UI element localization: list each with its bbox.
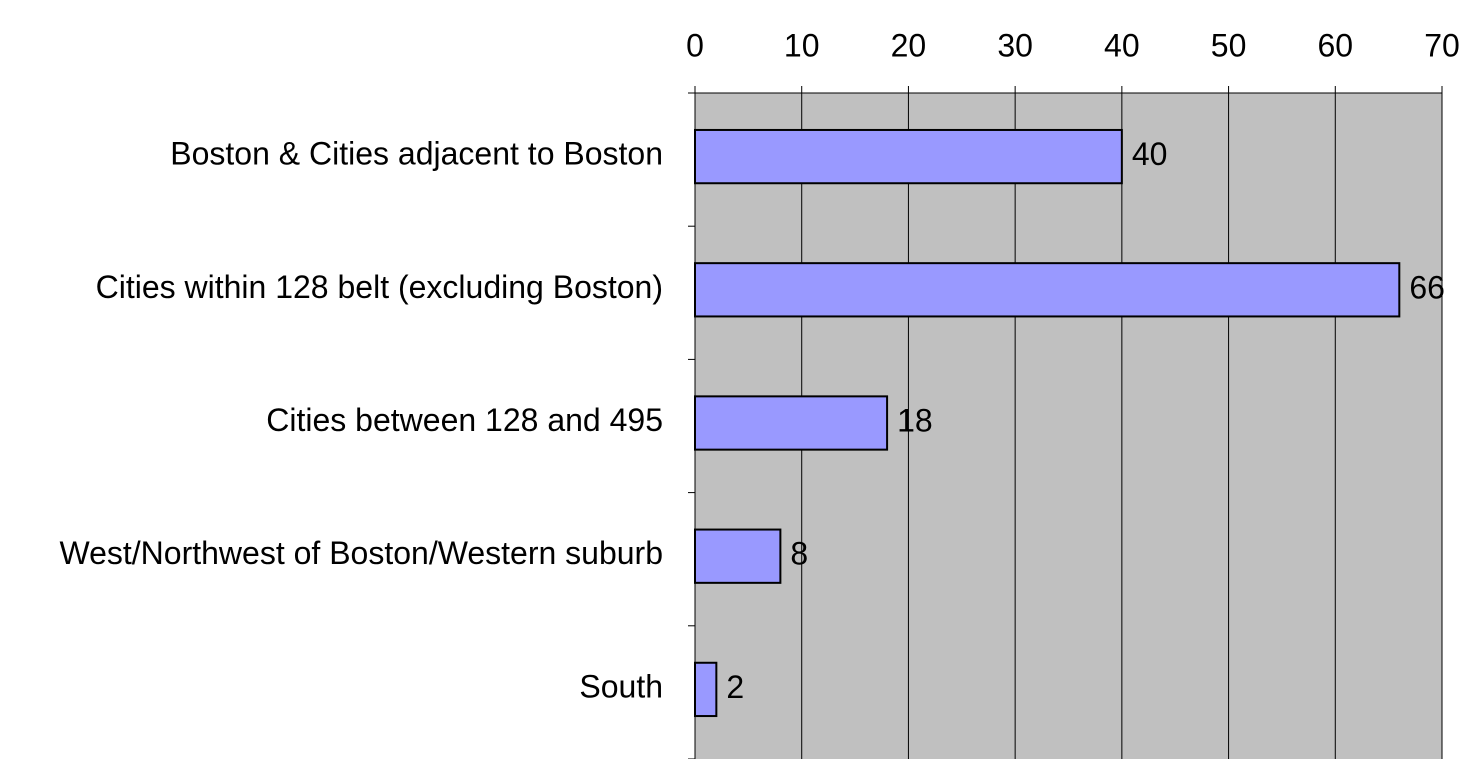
data-label: 66 — [1409, 269, 1445, 305]
data-label: 8 — [790, 536, 808, 572]
x-tick-label: 30 — [997, 27, 1033, 63]
x-tick-label: 70 — [1424, 27, 1460, 63]
bar — [694, 395, 889, 451]
x-tick-label: 20 — [891, 27, 927, 63]
x-tick-label: 0 — [686, 27, 704, 63]
y-tick-label: South — [579, 669, 663, 705]
y-tick-label: Cities between 128 and 495 — [266, 402, 663, 438]
data-label: 18 — [897, 402, 933, 438]
bar — [694, 128, 1123, 185]
bar — [694, 528, 782, 584]
x-tick-label: 60 — [1317, 27, 1353, 63]
x-tick-label: 40 — [1104, 27, 1140, 63]
data-label: 2 — [726, 669, 744, 705]
x-tick-label: 50 — [1211, 27, 1247, 63]
y-tick-label: West/Northwest of Boston/Western suburb — [59, 536, 663, 572]
x-tick-label: 10 — [784, 27, 820, 63]
y-tick-label: Cities within 128 belt (excluding Boston… — [96, 269, 663, 305]
bar — [694, 661, 718, 718]
bar — [694, 262, 1401, 318]
data-label: 40 — [1132, 136, 1168, 172]
y-tick-label: Boston & Cities adjacent to Boston — [170, 136, 663, 172]
